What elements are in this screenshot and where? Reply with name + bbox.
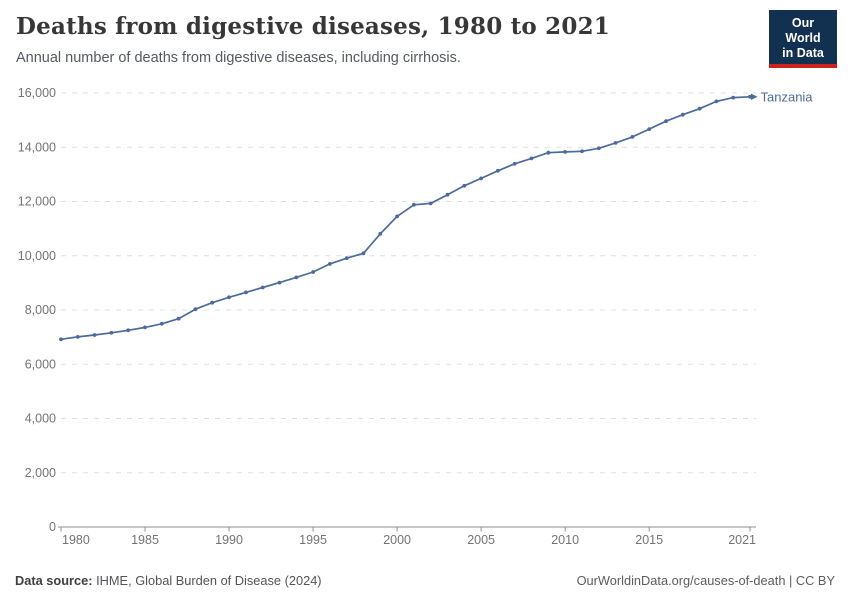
x-tick-label-2015: 2015: [635, 533, 663, 547]
tanzania-point-1990: [227, 295, 231, 300]
x-tick-label-1980: 1980: [62, 533, 90, 547]
tanzania-point-2017: [680, 112, 685, 117]
x-tick-label-2010: 2010: [551, 533, 579, 547]
x-tick-label-1985: 1985: [131, 533, 159, 547]
x-tick-label-1990: 1990: [215, 533, 243, 547]
x-tick-label-2021: 2021: [728, 533, 756, 547]
owid-logo-line2: in Data: [782, 45, 824, 60]
y-tick-label-4000: 4,000: [25, 412, 56, 426]
tanzania-point-1987: [176, 316, 181, 321]
line-end-arrow-icon: [751, 93, 758, 100]
y-tick-label-8000: 8,000: [25, 303, 56, 317]
y-tick-label-6000: 6,000: [25, 357, 56, 371]
tanzania-point-2020: [731, 95, 736, 100]
chart-header: Deaths from digestive diseases, 1980 to …: [16, 13, 740, 66]
tanzania-point-1998: [361, 251, 366, 256]
tanzania-point-1980: [59, 337, 63, 342]
chart-footer: Data source: IHME, Global Burden of Dise…: [15, 573, 835, 588]
y-tick-label-14000: 14,000: [18, 140, 56, 154]
tanzania-point-2004: [462, 183, 467, 188]
tanzania-point-2018: [697, 106, 702, 111]
tanzania-point-2001: [412, 202, 416, 207]
tanzania-point-1988: [193, 307, 198, 312]
y-tick-label-10000: 10,000: [18, 249, 56, 263]
tanzania-point-2013: [613, 141, 618, 145]
tanzania-point-2003: [445, 192, 450, 197]
tanzania-point-1999: [378, 231, 383, 236]
credit-line: OurWorldinData.org/causes-of-death | CC …: [576, 573, 835, 588]
data-source-value: IHME, Global Burden of Disease (2024): [96, 573, 322, 588]
chart-area[interactable]: 0 2,000 4,000 6,000 8,000 10,000 12,000 14,000 1…: [0, 82, 850, 547]
tanzania-point-1995: [311, 270, 315, 274]
tanzania-point-2019: [714, 99, 719, 104]
series-end-label-tanzania[interactable]: Tanzania: [761, 89, 814, 104]
tanzania-point-2010: [563, 150, 567, 154]
tanzania-point-1991: [244, 290, 248, 295]
tanzania-point-2015: [647, 127, 652, 131]
tanzania-point-2016: [664, 119, 668, 124]
tanzania-point-1982: [92, 333, 97, 337]
y-tick-label-2000: 2,000: [25, 466, 56, 480]
tanzania-point-2007: [512, 161, 517, 166]
tanzania-point-2021: [748, 94, 752, 99]
tanzania-point-2011: [580, 149, 584, 154]
tanzania-point-2012: [596, 146, 601, 151]
tanzania-point-1992: [260, 285, 265, 290]
tanzania-point-1996: [328, 262, 332, 266]
tanzania-point-1993: [277, 280, 282, 285]
y-tick-label-16000: 16,000: [18, 86, 56, 100]
tanzania-point-1981: [75, 335, 80, 339]
page-subtitle: Annual number of deaths from digestive d…: [16, 49, 461, 66]
owid-logo[interactable]: Our World in Data: [769, 10, 837, 69]
y-tick-label-0: 0: [49, 520, 56, 534]
x-tick-label-1995: 1995: [299, 533, 327, 547]
tanzania-point-2014: [630, 135, 635, 139]
tanzania-point-2008: [529, 156, 534, 161]
x-tick-label-2005: 2005: [467, 533, 495, 547]
tanzania-point-2000: [395, 214, 399, 219]
x-tick-label-2000: 2000: [383, 533, 411, 547]
tanzania-point-2002: [428, 201, 433, 206]
y-tick-label-12000: 12,000: [18, 195, 56, 209]
tanzania-line: [60, 95, 751, 341]
tanzania-point-1997: [344, 256, 349, 261]
owid-logo-line1: Our World: [785, 16, 821, 45]
data-source-label: Data source:: [15, 573, 93, 588]
data-source: Data source: IHME, Global Burden of Dise…: [15, 573, 322, 588]
tanzania-point-1994: [294, 275, 299, 280]
page-title: Deaths from digestive diseases, 1980 to …: [16, 13, 610, 40]
line-chart[interactable]: 0 2,000 4,000 6,000 8,000 10,000 12,000 14,000 1…: [0, 82, 850, 547]
tanzania-point-2009: [546, 150, 551, 155]
tanzania-point-1983: [109, 330, 114, 335]
tanzania-point-2006: [496, 168, 500, 173]
tanzania-point-1986: [159, 321, 164, 326]
tanzania-point-1985: [143, 325, 147, 330]
tanzania-point-1984: [126, 328, 131, 333]
tanzania-point-2005: [479, 176, 483, 181]
tanzania-point-1989: [210, 300, 215, 305]
